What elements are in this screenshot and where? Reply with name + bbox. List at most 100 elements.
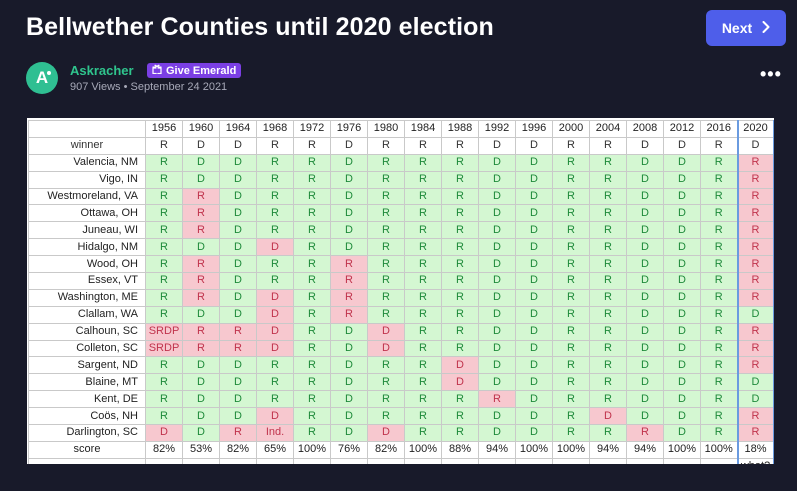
vote-cell: D [736, 390, 774, 409]
vote-cell: R [552, 221, 590, 240]
county-name: Kent, DE [28, 390, 146, 409]
vote-cell: D [663, 305, 701, 324]
table-row: Darlington, SC D D R Ind. R D D R R D D R R R D R R [28, 424, 774, 442]
footnote-spacer [293, 457, 331, 464]
vote-cell: R [589, 305, 627, 324]
vote-cell: D [478, 238, 516, 257]
next-button[interactable]: Next [706, 10, 786, 46]
table-row: Wood, OH R R D R R R R R R D D R R D D R R [28, 255, 774, 274]
vote-cell: R [367, 170, 405, 189]
table-row: Colleton, SC SRDP R R D R D D R R D D R R D D R R [28, 339, 774, 358]
vote-cell: R [293, 153, 331, 172]
vote-cell: R [293, 305, 331, 324]
vote-cell: D [736, 305, 774, 324]
avatar[interactable]: A [26, 62, 58, 94]
vote-cell: R [219, 339, 257, 358]
vote-cell: R [589, 255, 627, 274]
winner-cell: D [182, 136, 220, 155]
vote-cell: D [219, 153, 257, 172]
vote-cell: D [219, 238, 257, 257]
vote-cell: R [589, 356, 627, 375]
vote-cell: R [552, 255, 590, 274]
vote-cell: D [663, 272, 701, 290]
vote-cell: D [626, 238, 664, 257]
vote-cell: D [219, 390, 257, 409]
vote-cell: D [515, 272, 553, 290]
author-name[interactable]: Askracher [70, 63, 134, 78]
vote-cell: D [515, 255, 553, 274]
vote-cell: R [293, 424, 331, 442]
year-header: 1984 [404, 120, 442, 138]
header-corner-cell [28, 120, 146, 138]
vote-cell: R [293, 170, 331, 189]
give-emerald-button[interactable]: Give Emerald [147, 63, 242, 78]
county-name: Darlington, SC [28, 424, 146, 442]
county-name: Sargent, ND [28, 356, 146, 375]
vote-cell: D [219, 170, 257, 189]
vote-cell: R [736, 170, 774, 189]
vote-cell: R [293, 390, 331, 409]
vote-cell: D [330, 373, 368, 392]
vote-cell: R [367, 407, 405, 426]
footnote-spacer [700, 457, 738, 464]
score-cell: 18% [736, 440, 774, 459]
vote-cell: R [700, 356, 738, 375]
vote-cell: R [736, 356, 774, 375]
vote-cell: R [367, 288, 405, 307]
vote-cell: R [736, 238, 774, 257]
vote-cell: D [626, 170, 664, 189]
vote-cell: R [736, 221, 774, 240]
vote-cell: D [663, 288, 701, 307]
vote-cell: R [700, 255, 738, 274]
vote-cell: D [626, 221, 664, 240]
vote-cell: R [552, 153, 590, 172]
vote-cell: R [404, 322, 442, 341]
vote-cell: R [552, 170, 590, 189]
page-title: Bellwether Counties until 2020 election [26, 13, 494, 41]
score-cell: 94% [626, 440, 664, 459]
winner-label: winner [28, 136, 146, 155]
vote-cell: R [182, 221, 220, 240]
bellwether-table: 1956 1960 1964 1968 1972 1976 1980 1984 1988 1992… [28, 120, 774, 464]
year-header: 1964 [219, 120, 257, 138]
vote-cell: R [441, 170, 479, 189]
vote-cell: R [700, 272, 738, 290]
vote-cell: R [145, 305, 183, 324]
score-cell: 82% [367, 440, 405, 459]
vote-cell: D [219, 204, 257, 223]
vote-cell: R [736, 204, 774, 223]
vote-cell: D [182, 390, 220, 409]
vote-cell: R [700, 221, 738, 240]
score-cell: 100% [700, 440, 738, 459]
year-header: 1980 [367, 120, 405, 138]
vote-cell: D [626, 288, 664, 307]
table-row: Blaine, MT R D D R R D R R D D D R R D D R D [28, 373, 774, 392]
footnote-spacer [404, 457, 442, 464]
vote-cell: R [441, 288, 479, 307]
vote-cell: R [256, 373, 294, 392]
vote-cell: R [293, 288, 331, 307]
winner-cell: D [515, 136, 553, 155]
vote-cell: D [515, 322, 553, 341]
vote-cell: R [700, 339, 738, 358]
vote-cell: D [515, 170, 553, 189]
year-header: 1960 [182, 120, 220, 138]
vote-cell: R [404, 204, 442, 223]
vote-cell: D [478, 272, 516, 290]
vote-cell: D [478, 407, 516, 426]
vote-cell: R [736, 407, 774, 426]
winner-cell: R [552, 136, 590, 155]
vote-cell: R [700, 153, 738, 172]
score-cell: 100% [293, 440, 331, 459]
vote-cell: R [182, 187, 220, 206]
vote-cell: R [441, 424, 479, 442]
vote-cell: D [515, 221, 553, 240]
year-header: 1956 [145, 120, 183, 138]
vote-cell: R [367, 204, 405, 223]
more-options-icon[interactable]: ••• [760, 64, 782, 84]
vote-cell: R [145, 255, 183, 274]
vote-cell: R [552, 407, 590, 426]
vote-cell: R [404, 424, 442, 442]
vote-cell: R [552, 238, 590, 257]
vote-cell: R [736, 288, 774, 307]
